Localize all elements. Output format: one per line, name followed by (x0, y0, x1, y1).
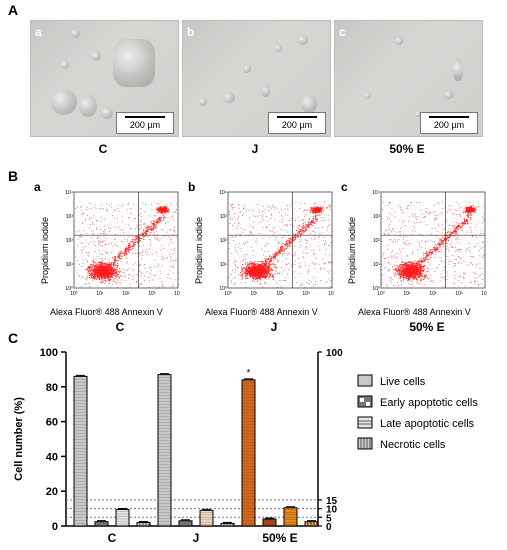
legend-label: Early apoptotic cells (380, 397, 478, 409)
legend-swatch (357, 416, 373, 429)
flow-y-tick: 10² (373, 238, 381, 244)
flow-condition-label: 50% E (409, 320, 445, 334)
bar (283, 507, 298, 527)
y-tick-label: 100 (40, 347, 58, 359)
legend-swatch (357, 437, 373, 450)
panel-label-b: B (8, 168, 19, 184)
bar (304, 521, 319, 527)
micrograph-sub-label: a (35, 25, 42, 39)
flow-y-tick: 10² (220, 238, 228, 244)
bar (220, 522, 235, 527)
scale-bar: 200 µm (420, 112, 478, 134)
bar (136, 522, 151, 527)
flow-condition-label: J (270, 320, 278, 334)
flow-x-tick: 10⁰ (377, 291, 385, 296)
right-tick-label: 5 (326, 513, 332, 524)
y-tick-label: 80 (46, 382, 58, 394)
micrograph-condition-label: 50% E (389, 142, 425, 156)
legend-label: Necrotic cells (380, 439, 446, 451)
flow-x-tick: 10² (276, 291, 284, 296)
flow-x-label: Alexa Fluor® 488 Annexin V (50, 307, 163, 317)
bar (115, 508, 130, 527)
scale-bar: 200 µm (268, 112, 326, 134)
micrograph-sub-label: c (339, 25, 346, 39)
right-tick-label: 0 (326, 522, 332, 533)
panel-label-a: A (8, 2, 19, 18)
flow-x-tick: 10³ (302, 291, 310, 296)
flow-sub-label: c (341, 180, 348, 194)
flow-x-tick: 10⁴ (328, 291, 334, 296)
micrograph-condition-label: C (98, 142, 108, 156)
flow-x-label: Alexa Fluor® 488 Annexin V (205, 307, 318, 317)
flow-y-tick: 10⁴ (372, 190, 380, 196)
flow-x-tick: 10⁴ (174, 291, 180, 296)
flow-y-tick: 10¹ (373, 262, 381, 268)
flow-y-tick: 10⁴ (219, 190, 227, 196)
category-label: C (108, 531, 117, 545)
flow-x-label: Alexa Fluor® 488 Annexin V (358, 307, 471, 317)
flow-x-tick: 10² (122, 291, 130, 296)
right-tick-label: 15 (326, 496, 338, 507)
flow-sub-label: b (188, 180, 196, 194)
flow-y-tick: 10³ (220, 214, 228, 220)
micrograph-c: c 200 µm (334, 20, 483, 137)
category-label: 50% E (262, 531, 297, 545)
scale-bar: 200 µm (116, 112, 174, 134)
flow-x-tick: 10⁰ (224, 291, 232, 296)
flow-y-tick: 10⁰ (65, 286, 73, 292)
panel-label-c: C (8, 330, 19, 346)
micrograph-a: a 200 µm (30, 20, 179, 137)
bar (262, 518, 277, 527)
bar (73, 375, 88, 527)
flow-y-label: Propidium iodide (194, 216, 204, 284)
flow-sub-label: a (34, 180, 41, 194)
legend-swatch (357, 395, 373, 408)
flow-y-tick: 10¹ (66, 262, 74, 268)
flow-y-tick: 10⁴ (65, 190, 73, 196)
flow-x-tick: 10³ (148, 291, 156, 296)
bar (157, 374, 172, 527)
y-tick-label: 60 (46, 417, 58, 429)
flow-x-tick: 10⁴ (481, 291, 487, 296)
flow-y-tick: 10³ (66, 214, 74, 220)
legend-label: Live cells (380, 376, 426, 388)
flow-y-tick: 10² (66, 238, 74, 244)
y-tick-label: 40 (46, 451, 58, 463)
legend-label: Late apoptotic cells (380, 418, 475, 430)
bar (178, 520, 193, 527)
flow-y-label: Propidium iodide (40, 216, 50, 284)
flow-y-label: Propidium iodide (347, 216, 357, 284)
flow-x-tick: 10⁰ (70, 291, 78, 296)
bar (199, 509, 214, 527)
right-tick-label: 10 (326, 505, 338, 516)
flow-x-tick: 10¹ (403, 291, 411, 296)
flow-condition-label: C (115, 320, 125, 334)
legend-swatch (357, 374, 373, 387)
flow-x-tick: 10¹ (250, 291, 258, 296)
micrograph-sub-label: b (187, 25, 195, 39)
y-tick-label: 0 (52, 521, 58, 533)
micrograph-b: b 200 µm (182, 20, 331, 137)
flow-y-tick: 10⁰ (372, 286, 380, 292)
y-tick-label: 20 (46, 486, 58, 498)
significance-marker: * (247, 368, 251, 379)
bar (94, 521, 109, 527)
flow-y-tick: 10¹ (220, 262, 228, 268)
y-axis-label: Cell number (%) (13, 397, 25, 481)
bar (241, 379, 256, 527)
flow-y-tick: 10³ (373, 214, 381, 220)
flow-x-tick: 10³ (455, 291, 463, 296)
flow-y-tick: 10⁰ (219, 286, 227, 292)
category-label: J (193, 531, 200, 545)
flow-x-tick: 10² (429, 291, 437, 296)
flow-x-tick: 10¹ (96, 291, 104, 296)
micrograph-condition-label: J (251, 142, 259, 156)
right-tick-label: 100 (326, 348, 343, 359)
